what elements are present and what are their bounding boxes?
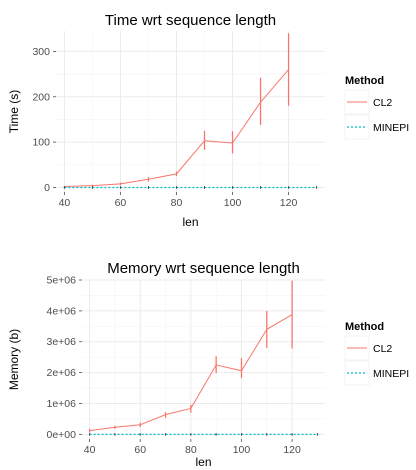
memory-legend: Method CL2 MINEPI <box>344 321 409 386</box>
memory-y-tick-label: 5e+06 <box>47 275 77 287</box>
memory-legend-label-cl2: CL2 <box>373 343 392 355</box>
memory-x-tick-label: 120 <box>283 444 301 456</box>
memory-y-tick-label: 0e+00 <box>47 429 77 441</box>
time-plot-panel <box>56 31 325 192</box>
time-y-tick-label: 100 <box>32 137 50 149</box>
time-chart-title: Time wrt sequence length <box>105 12 276 29</box>
memory-y-axis-label: Memory (b) <box>7 329 21 390</box>
memory-plot-panel <box>82 280 325 439</box>
time-series <box>63 33 318 189</box>
memory-chart: 40 60 80 100 120 0e+00 1e+06 2e+06 3e+06 4e+06 5e+… <box>7 260 409 469</box>
memory-x-tick-label: 40 <box>84 444 96 456</box>
memory-x-tick-label: 80 <box>185 444 197 456</box>
memory-y-tick-label: 2e+06 <box>47 367 77 379</box>
time-ticks: 40 60 80 100 120 0 100 200 300 <box>32 46 297 209</box>
memory-legend-title: Method <box>345 321 384 333</box>
time-x-tick-label: 60 <box>115 197 127 209</box>
time-y-tick-label: 0 <box>44 182 50 194</box>
time-y-axis-label: Time (s) <box>7 90 21 134</box>
time-legend-label-minepi: MINEPI <box>373 122 409 134</box>
time-x-tick-label: 40 <box>59 197 71 209</box>
time-x-axis-label: len <box>182 215 198 229</box>
memory-chart-title: Memory wrt sequence length <box>107 260 300 277</box>
time-y-tick-label: 300 <box>32 46 50 58</box>
time-legend: Method CL2 MINEPI <box>344 75 409 140</box>
time-chart: 40 60 80 100 120 0 100 200 300 Time wrt sequence… <box>7 12 409 229</box>
memory-series <box>88 280 318 436</box>
memory-x-tick-label: 60 <box>134 444 146 456</box>
memory-y-tick-label: 4e+06 <box>47 305 77 317</box>
time-legend-label-cl2: CL2 <box>373 97 392 109</box>
memory-y-tick-label: 1e+06 <box>47 398 77 410</box>
memory-ticks: 40 60 80 100 120 0e+00 1e+06 2e+06 3e+06 4e+06 5e+… <box>47 275 302 457</box>
time-x-tick-label: 100 <box>224 197 242 209</box>
time-x-tick-label: 120 <box>280 197 298 209</box>
memory-x-axis-label: len <box>195 455 211 469</box>
time-legend-title: Method <box>345 75 384 87</box>
memory-legend-label-minepi: MINEPI <box>373 368 409 380</box>
memory-y-tick-label: 3e+06 <box>47 336 77 348</box>
time-y-tick-label: 200 <box>32 91 50 103</box>
memory-x-tick-label: 100 <box>233 444 251 456</box>
time-x-tick-label: 80 <box>171 197 183 209</box>
